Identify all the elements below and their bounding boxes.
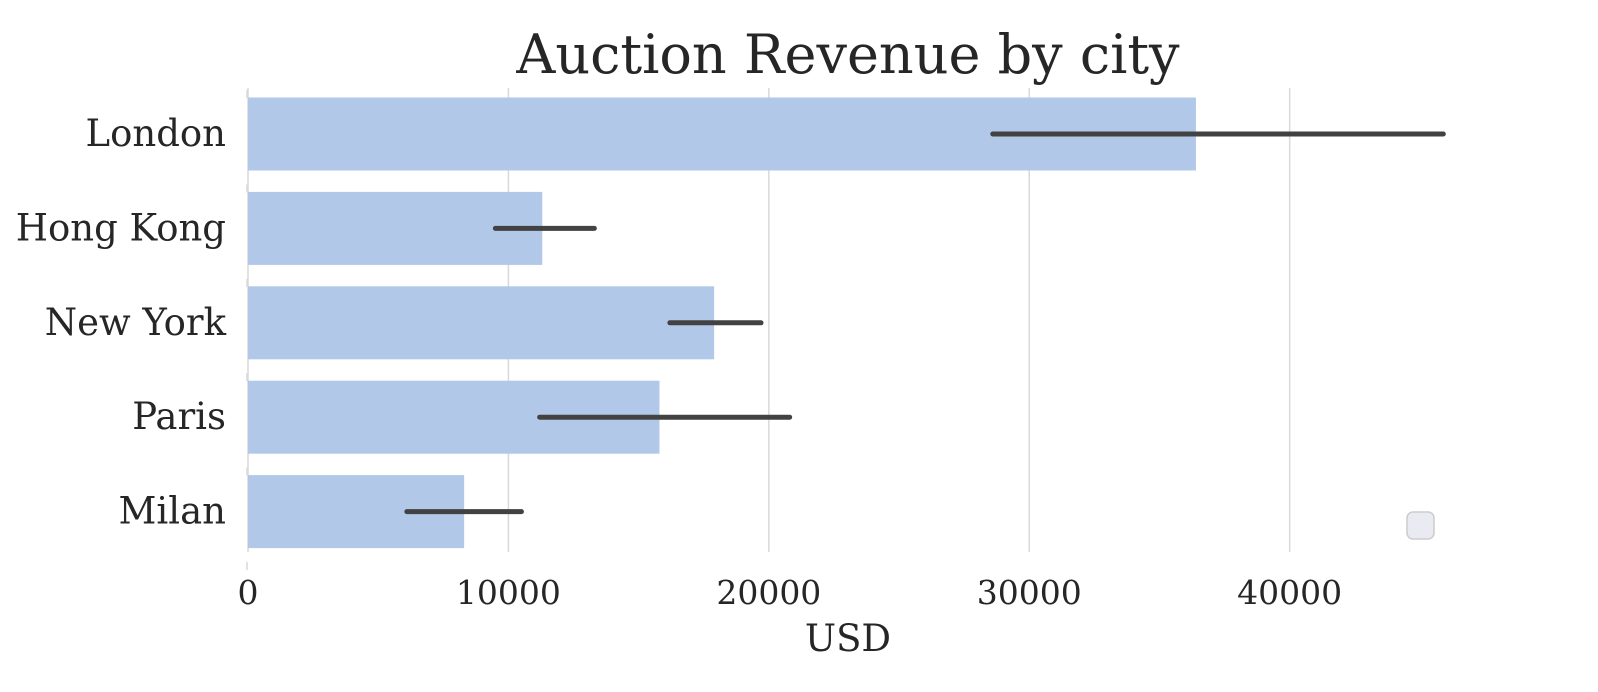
x-tick-label: 10000	[456, 573, 561, 612]
category-label-layer: London Hong Kong New York Paris Milan	[16, 112, 227, 533]
x-tick-label: 40000	[1237, 573, 1342, 612]
category-label: Hong Kong	[16, 206, 226, 249]
x-tick-label: 20000	[716, 573, 821, 612]
x-tick-label: 0	[238, 573, 259, 612]
tick-label-layer: 0 10000 20000 30000 40000	[238, 573, 1343, 612]
bar	[248, 286, 715, 360]
chart-title: Auction Revenue by city	[515, 23, 1180, 86]
category-label: London	[86, 112, 226, 155]
legend-box	[1406, 511, 1435, 540]
category-label: Milan	[119, 490, 226, 533]
category-label: New York	[45, 301, 227, 344]
error-bar-layer	[404, 131, 1446, 515]
x-tick-label: 30000	[977, 573, 1082, 612]
x-axis-label: USD	[805, 617, 891, 660]
category-label: Paris	[132, 395, 226, 438]
